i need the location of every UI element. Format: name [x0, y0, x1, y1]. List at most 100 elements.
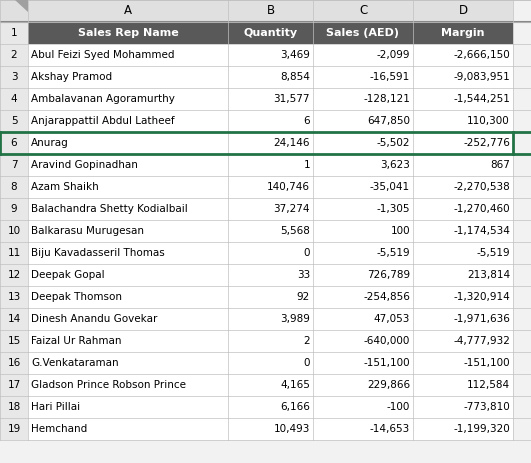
Bar [28, 88, 228, 110]
Bar [228, 220, 313, 242]
Text: Gladson Prince Robson Prince: Gladson Prince Robson Prince [31, 380, 186, 390]
Text: 7: 7 [11, 160, 18, 170]
Text: Dinesh Anandu Govekar: Dinesh Anandu Govekar [31, 314, 157, 324]
Text: Anjarappattil Abdul Latheef: Anjarappattil Abdul Latheef [31, 116, 175, 126]
Text: -151,100: -151,100 [363, 358, 410, 368]
Text: 31,577: 31,577 [273, 94, 310, 104]
Text: 213,814: 213,814 [467, 270, 510, 280]
Text: Faizal Ur Rahman: Faizal Ur Rahman [31, 336, 122, 346]
Text: 10,493: 10,493 [273, 424, 310, 434]
Text: 13: 13 [7, 292, 21, 302]
Text: Deepak Gopal: Deepak Gopal [31, 270, 105, 280]
Bar [228, 154, 313, 176]
Bar [0, 198, 28, 220]
Text: 33: 33 [297, 270, 310, 280]
Bar [413, 286, 513, 308]
Bar [413, 176, 513, 198]
Bar [313, 154, 413, 176]
Text: 140,746: 140,746 [267, 182, 310, 192]
Bar [413, 220, 513, 242]
Text: Balkarasu Murugesan: Balkarasu Murugesan [31, 226, 144, 236]
Bar [28, 132, 228, 154]
Bar [0, 264, 28, 286]
Bar [228, 330, 313, 352]
Bar [0, 176, 28, 198]
Bar [228, 44, 313, 66]
Bar [313, 44, 413, 66]
Bar [0, 308, 28, 330]
Bar [28, 154, 228, 176]
Text: 37,274: 37,274 [273, 204, 310, 214]
Bar [28, 110, 228, 132]
Text: Anurag: Anurag [31, 138, 68, 148]
Bar [28, 352, 228, 374]
Text: -1,320,914: -1,320,914 [453, 292, 510, 302]
Text: -773,810: -773,810 [463, 402, 510, 412]
Text: 1: 1 [303, 160, 310, 170]
Text: -2,270,538: -2,270,538 [453, 182, 510, 192]
Text: Aravind Gopinadhan: Aravind Gopinadhan [31, 160, 138, 170]
Bar [313, 374, 413, 396]
Text: 14: 14 [7, 314, 21, 324]
Text: 0: 0 [304, 248, 310, 258]
Bar [0, 352, 28, 374]
Bar [0, 396, 28, 418]
Bar [0, 154, 28, 176]
Text: 4,165: 4,165 [280, 380, 310, 390]
Bar [28, 264, 228, 286]
Bar [28, 198, 228, 220]
Text: 867: 867 [490, 160, 510, 170]
Bar [413, 44, 513, 66]
Bar [28, 418, 228, 440]
Text: A: A [124, 5, 132, 18]
Text: -1,270,460: -1,270,460 [453, 204, 510, 214]
Text: 229,866: 229,866 [367, 380, 410, 390]
Text: 3,989: 3,989 [280, 314, 310, 324]
Bar [313, 176, 413, 198]
Text: -100: -100 [387, 402, 410, 412]
Bar [228, 0, 313, 22]
Text: -1,199,320: -1,199,320 [453, 424, 510, 434]
Text: -16,591: -16,591 [370, 72, 410, 82]
Text: Akshay Pramod: Akshay Pramod [31, 72, 112, 82]
Bar [413, 110, 513, 132]
Text: -1,174,534: -1,174,534 [453, 226, 510, 236]
Bar [0, 66, 28, 88]
Text: -2,099: -2,099 [376, 50, 410, 60]
Bar [28, 0, 228, 22]
Bar [228, 396, 313, 418]
Text: Quantity: Quantity [243, 28, 297, 38]
Bar [228, 110, 313, 132]
Bar [313, 286, 413, 308]
Text: 17: 17 [7, 380, 21, 390]
Bar [313, 132, 413, 154]
Text: 2: 2 [303, 336, 310, 346]
Bar [413, 418, 513, 440]
Bar [413, 0, 513, 22]
Text: 9: 9 [11, 204, 18, 214]
Text: 15: 15 [7, 336, 21, 346]
Text: 47,053: 47,053 [374, 314, 410, 324]
Text: 11: 11 [7, 248, 21, 258]
Text: -151,100: -151,100 [464, 358, 510, 368]
Text: 1: 1 [11, 28, 18, 38]
Text: -9,083,951: -9,083,951 [453, 72, 510, 82]
Text: Ambalavanan Agoramurthy: Ambalavanan Agoramurthy [31, 94, 175, 104]
Text: -1,544,251: -1,544,251 [453, 94, 510, 104]
Text: 5: 5 [11, 116, 18, 126]
Text: D: D [458, 5, 468, 18]
Bar [0, 0, 28, 22]
Bar [413, 22, 513, 44]
Bar [413, 264, 513, 286]
Bar [228, 66, 313, 88]
Bar [0, 418, 28, 440]
Bar [228, 132, 313, 154]
Bar [413, 66, 513, 88]
Bar [313, 352, 413, 374]
Text: 3,469: 3,469 [280, 50, 310, 60]
Text: 16: 16 [7, 358, 21, 368]
Bar [228, 22, 313, 44]
Bar [0, 22, 28, 44]
Bar [413, 330, 513, 352]
Bar [313, 418, 413, 440]
